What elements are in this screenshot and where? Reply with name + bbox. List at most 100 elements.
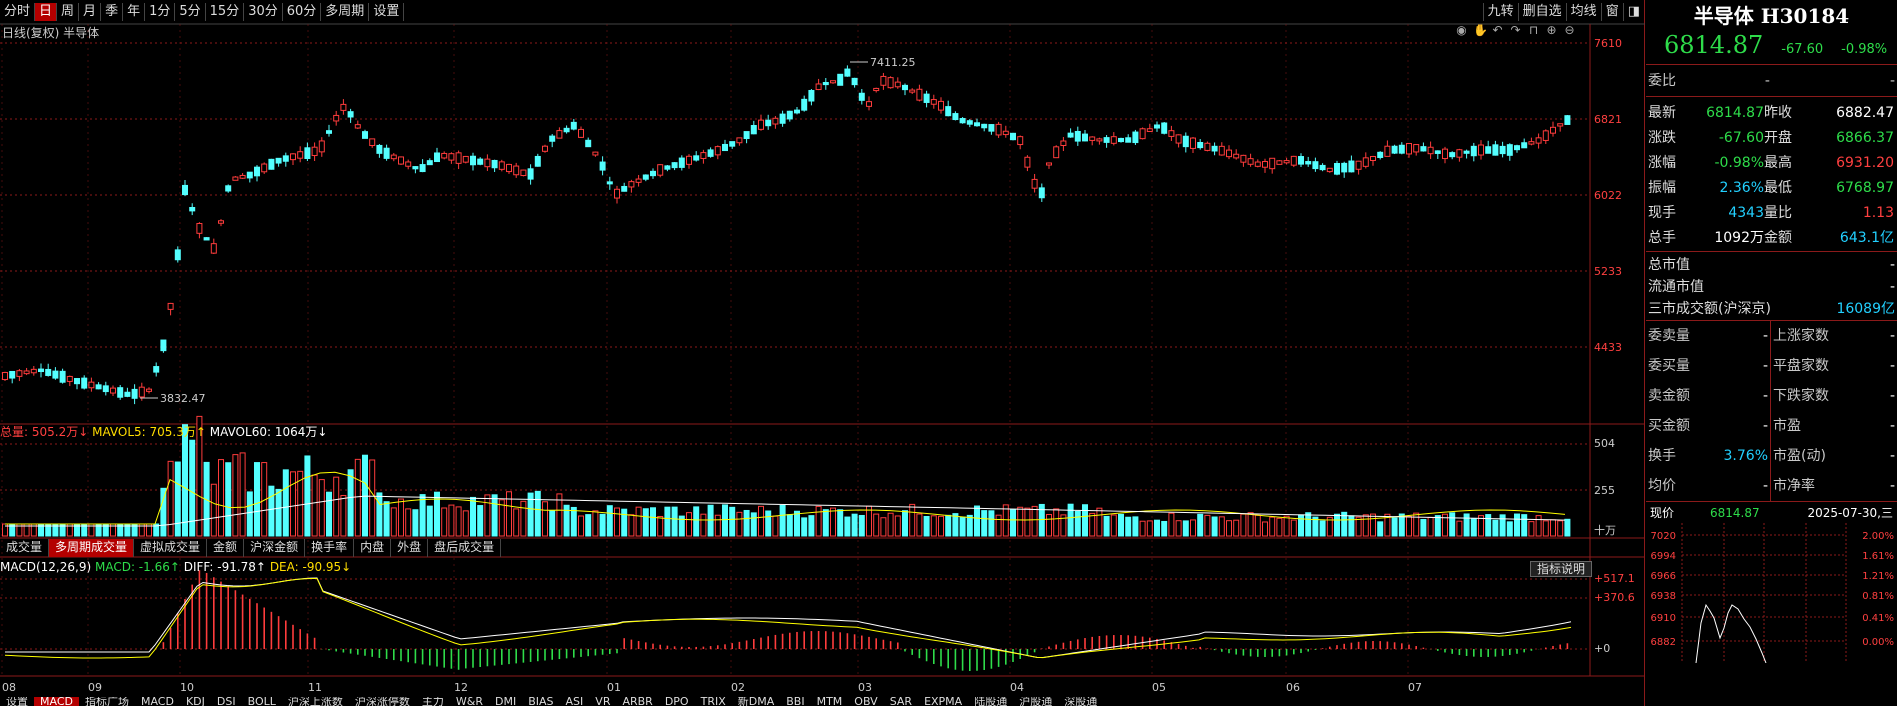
indicator-explain-button[interactable]: 指标说明 (1530, 561, 1593, 577)
volume-bar (938, 515, 944, 537)
subtab-0[interactable]: 成交量 (0, 539, 50, 557)
candle-body (765, 119, 772, 127)
indicator-tab-17[interactable]: TRIX (700, 697, 726, 706)
candle-body (1535, 137, 1542, 144)
tab-period-3[interactable]: 月 (79, 3, 102, 21)
indicator-tab-3[interactable]: MACD (140, 697, 174, 706)
candle-body (434, 152, 440, 163)
tab-period-6[interactable]: 1分 (145, 3, 176, 21)
stat-value: - (1889, 358, 1895, 374)
indicator-tab-11[interactable]: DMI (495, 697, 517, 706)
candlestick-chart[interactable]: 7610 6821 6022 5233 4433 504 255 十万 +517.1 +370.6… (0, 0, 1645, 706)
tab-period-0[interactable]: 分时 (0, 3, 36, 21)
indicator-tab-18[interactable]: 新DMA (737, 697, 775, 706)
indicator-tab-7[interactable]: 沪深上涨数 (287, 697, 343, 706)
tab-period-11[interactable]: 多周期 (321, 3, 370, 21)
zoom-out-icon[interactable]: ⊖ (1564, 23, 1575, 37)
indicator-tab-1[interactable]: MACD (34, 697, 79, 706)
volume-bar (1442, 513, 1448, 537)
candle-body (441, 152, 448, 159)
indicator-tab-15[interactable]: ARBR (622, 697, 653, 706)
volume-bar (556, 493, 563, 537)
tab-period-7[interactable]: 5分 (175, 3, 206, 21)
tab-right-3[interactable]: 窗 (1600, 3, 1623, 21)
tab-right-2[interactable]: 均线 (1565, 3, 1601, 21)
redo-icon[interactable]: ↷ (1510, 23, 1521, 37)
tab-period-9[interactable]: 30分 (244, 3, 283, 21)
hand-icon[interactable]: ✋ (1473, 23, 1488, 37)
volume-bar (1146, 520, 1153, 537)
indicator-tab-14[interactable]: VR (595, 697, 611, 706)
candle-body (225, 185, 232, 192)
indicator-tab-6[interactable]: BOLL (247, 697, 276, 706)
indicator-tab-22[interactable]: SAR (889, 697, 913, 706)
indicator-tab-19[interactable]: BBI (786, 697, 805, 706)
tab-right-0[interactable]: 九转 (1482, 3, 1518, 21)
zoom-in-icon[interactable]: ⊕ (1546, 23, 1557, 37)
indicator-tab-5[interactable]: DSI (216, 697, 236, 706)
undo-icon[interactable]: ↶ (1492, 23, 1503, 37)
indicator-tab-21[interactable]: OBV (854, 697, 878, 706)
subtab-5[interactable]: 换手率 (305, 539, 355, 557)
indicator-tab-9[interactable]: 主力 (421, 697, 444, 706)
indicator-tab-2[interactable]: 指标广场 (84, 697, 129, 706)
volume-bar (563, 504, 570, 537)
volume-bar (1550, 519, 1556, 537)
intraday-mini-chart[interactable]: 7020 2.00% 6994 1.61% 6966 1.21% 6938 0.81% 6910… (1646, 523, 1897, 664)
volume-bar (815, 505, 822, 537)
volume-bar (1247, 512, 1254, 537)
window-maximize-icon[interactable]: ◨ (1622, 3, 1644, 21)
indicator-tab-10[interactable]: W&R (455, 697, 483, 706)
subtab-2[interactable]: 虚拟成交量 (134, 539, 208, 557)
subtab-1[interactable]: 多周期成交量 (49, 539, 135, 557)
indicator-tab-12[interactable]: BIAS (528, 697, 554, 706)
volume-bar (182, 424, 188, 537)
price-axis-label: 5233 (1594, 265, 1622, 278)
tab-period-5[interactable]: 年 (123, 3, 146, 21)
volume-bar (974, 505, 980, 537)
tab-period-4[interactable]: 季 (101, 3, 124, 21)
candle-body (1211, 145, 1218, 152)
indicator-tab-8[interactable]: 沪深涨停数 (354, 697, 410, 706)
tab-period-2[interactable]: 周 (57, 3, 80, 21)
tab-period-12[interactable]: 设置 (369, 3, 405, 21)
indicator-tab-13[interactable]: ASI (565, 697, 584, 706)
tab-period-10[interactable]: 60分 (283, 3, 322, 21)
low-annotation: 3832.47 (160, 392, 206, 405)
candle-body (1096, 138, 1103, 142)
subtab-7[interactable]: 外盘 (391, 539, 429, 557)
candle-body (1053, 146, 1060, 159)
candle-body (1002, 130, 1009, 136)
price-axis-label: 4433 (1594, 341, 1622, 354)
candle-body (362, 131, 368, 139)
candle-body (1218, 145, 1225, 156)
subtab-3[interactable]: 金额 (207, 539, 245, 557)
candle-body (1168, 130, 1175, 137)
volume-bar (1463, 513, 1470, 537)
indicator-tab-25[interactable]: 沪股通 (1019, 697, 1053, 706)
tab-right-1[interactable]: 删自选 (1517, 3, 1566, 21)
indicator-tab-24[interactable]: 陆股通 (974, 697, 1008, 706)
volume-bar (1175, 520, 1182, 537)
subtab-6[interactable]: 内盘 (354, 539, 392, 557)
indicator-tab-16[interactable]: DPO (664, 697, 689, 706)
subtab-8[interactable]: 盘后成交量 (428, 539, 502, 557)
mini-price-line (1695, 603, 1767, 664)
indicator-tab-20[interactable]: MTM (816, 697, 843, 706)
lock-icon[interactable]: ⊓ (1528, 23, 1539, 37)
eye-icon[interactable]: ◉ (1456, 23, 1467, 37)
indicator-tab-26[interactable]: 深股通 (1064, 697, 1098, 706)
quote-label2: 昨收 (1764, 105, 1792, 121)
quote-label: 现手 (1648, 205, 1676, 221)
tab-period-8[interactable]: 15分 (206, 3, 245, 21)
indicator-tab-23[interactable]: EXPMA (924, 697, 963, 706)
tab-period-1[interactable]: 日 (35, 3, 58, 21)
volume-bar (621, 508, 628, 537)
subtab-4[interactable]: 沪深金额 (244, 539, 306, 557)
macd-diff-line (5, 577, 1572, 659)
volume-ma5: MAVOL5: 705.3万↑ (92, 425, 206, 439)
indicator-tab-0[interactable]: 设置 (6, 697, 28, 706)
indicator-tab-4[interactable]: KDJ (185, 697, 205, 706)
stat-value: - (1889, 388, 1895, 404)
candle-body (887, 77, 894, 89)
